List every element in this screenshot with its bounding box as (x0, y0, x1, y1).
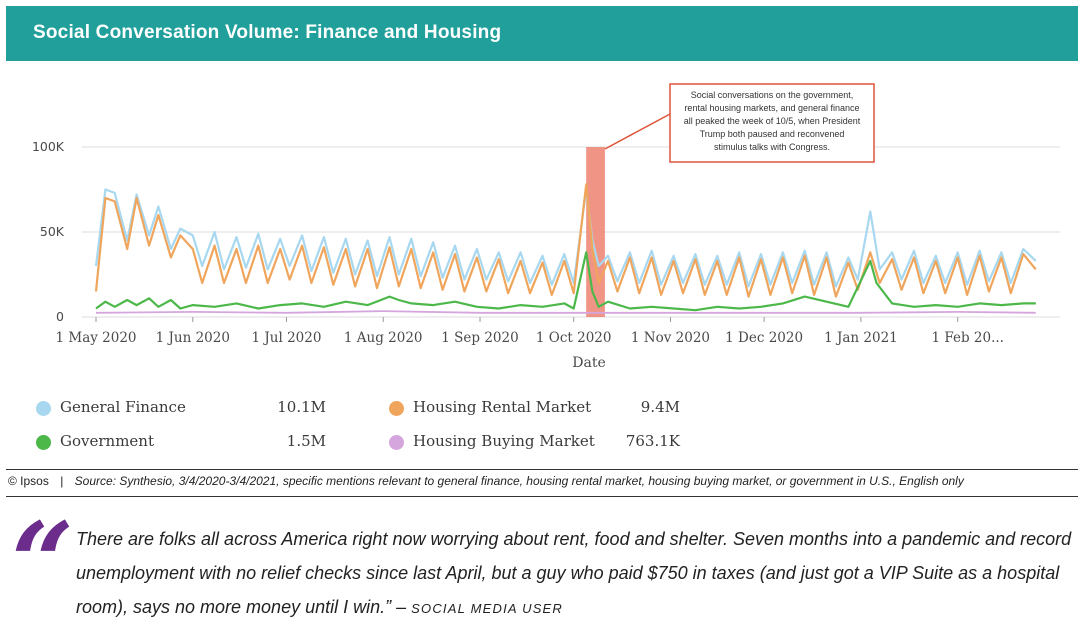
x-tick-label: 1 Jan 2021 (824, 330, 898, 346)
x-tick-label: 1 Nov 2020 (631, 330, 710, 346)
legend-label: Housing Buying Market (413, 432, 595, 450)
x-tick-label: 1 Sep 2020 (441, 330, 518, 346)
y-tick-label: 0 (56, 309, 64, 324)
y-tick-label: 50K (40, 224, 65, 239)
page-title: Social Conversation Volume: Finance and … (33, 22, 502, 43)
divider-top (6, 469, 1078, 470)
legend-total-general-finance: 10.1M (277, 398, 326, 416)
y-tick-labels: 100K 50K 0 (32, 139, 65, 324)
source-text: Source: Synthesio, 3/4/2020-3/4/2021, sp… (74, 474, 964, 488)
gridlines (82, 146, 1060, 318)
series-line-government (95, 251, 1036, 312)
legend-total-housing-rental-market: 9.4M (640, 398, 680, 416)
annotation-text: Social conversations on the government, r… (684, 90, 861, 152)
annotation-line: all peaked the week of 10/5, when Presid… (684, 116, 861, 126)
legend-total-government: 1.5M (286, 432, 326, 450)
legend-label: Housing Rental Market (413, 398, 592, 416)
annotation-line: rental housing markets, and general fina… (684, 103, 859, 113)
x-axis-title: Date (572, 355, 605, 371)
x-tick-label: 1 Dec 2020 (725, 330, 803, 346)
x-tick-label: 1 May 2020 (55, 330, 136, 346)
legend-dot-icon (36, 435, 51, 450)
x-tick-label: 1 Aug 2020 (344, 330, 423, 346)
source-separator: | (60, 474, 64, 488)
y-tick-label: 100K (32, 139, 65, 154)
legend-dot-icon (389, 401, 404, 416)
legend-dot-icon (36, 401, 51, 416)
quote-text: There are folks all across America right… (76, 529, 1072, 617)
legend: General Finance 10.1M Housing Rental Mar… (0, 392, 1092, 462)
series-line-housing-buying-market (95, 310, 1036, 314)
highlight-band (586, 147, 605, 317)
pull-quote: There are folks all across America right… (76, 522, 1076, 626)
title-banner: Social Conversation Volume: Finance and … (6, 6, 1078, 61)
series-line-general-finance (94, 188, 1037, 288)
series-lines (94, 183, 1037, 314)
source-line: © Ipsos | Source: Synthesio, 3/4/2020-3/… (8, 474, 964, 488)
legend-label: Government (60, 432, 154, 450)
legend-label: General Finance (60, 398, 186, 416)
x-tick-label: 1 Jun 2020 (156, 330, 230, 346)
x-tick-label: 1 Oct 2020 (536, 330, 612, 346)
annotation-box (669, 83, 875, 163)
annotation-line: stimulus talks with Congress. (714, 142, 830, 152)
quote-author: SOCIAL MEDIA USER (411, 601, 564, 616)
annotation-line: Trump both paused and reconvened (700, 129, 845, 139)
brand-label: © Ipsos (8, 474, 49, 488)
divider-bottom (6, 496, 1078, 497)
legend-total-housing-buying-market: 763.1K (625, 432, 680, 450)
x-tick-label: 1 Jul 2020 (251, 330, 321, 346)
series-line-housing-rental-market (94, 183, 1037, 298)
annotation-line: Social conversations on the government, (691, 90, 854, 100)
quote-mark-icon: “ (0, 498, 81, 627)
annotation-callout-line (604, 113, 671, 150)
legend-dot-icon (389, 435, 404, 450)
x-tick-labels: 1 May 2020 1 Jun 2020 1 Jul 2020 1 Aug 2020… (55, 317, 1004, 346)
x-tick-label: 1 Feb 20... (931, 330, 1003, 346)
